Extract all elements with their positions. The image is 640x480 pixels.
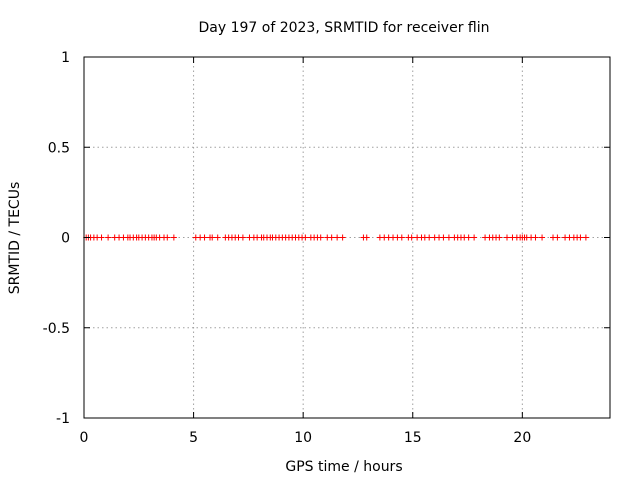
y-tick-label: 1 (61, 50, 70, 66)
data-point (582, 234, 589, 241)
x-axis-label: GPS time / hours (285, 459, 402, 475)
data-point (302, 234, 309, 241)
data-point (539, 234, 546, 241)
data-point (577, 234, 584, 241)
data-point (496, 234, 503, 241)
data-point (339, 234, 346, 241)
data-point (164, 234, 171, 241)
data-point (209, 234, 216, 241)
data-point (363, 234, 370, 241)
data-point (465, 234, 472, 241)
data-point (317, 234, 324, 241)
y-axis-label: SRMTID / TECUs (7, 182, 23, 295)
data-points (83, 234, 589, 241)
y-tick-label: 0 (61, 231, 70, 247)
x-tick-label: 0 (80, 430, 89, 446)
data-point (440, 234, 447, 241)
data-point (426, 234, 433, 241)
data-point (471, 234, 478, 241)
x-tick-label: 5 (189, 430, 198, 446)
y-tick-label: 0.5 (48, 140, 70, 156)
data-point (239, 234, 246, 241)
chart-title: Day 197 of 2023, SRMTID for receiver fli… (199, 20, 490, 36)
axis-ticks: 1 0.5 0 -0.5 -1 0 5 10 15 20 (43, 50, 610, 446)
data-point (328, 234, 335, 241)
data-point (214, 234, 221, 241)
x-tick-label: 20 (513, 430, 531, 446)
data-point (334, 234, 341, 241)
data-point (98, 234, 105, 241)
data-point (532, 234, 539, 241)
data-point (201, 234, 208, 241)
data-point (503, 234, 510, 241)
x-tick-label: 10 (294, 430, 312, 446)
data-point (170, 234, 177, 241)
data-point (554, 234, 561, 241)
data-point (398, 234, 405, 241)
data-point (445, 234, 452, 241)
y-tick-label: -1 (56, 411, 70, 427)
data-point (408, 234, 415, 241)
x-tick-label: 15 (404, 430, 422, 446)
y-tick-label: -0.5 (43, 321, 70, 337)
data-point (105, 234, 112, 241)
